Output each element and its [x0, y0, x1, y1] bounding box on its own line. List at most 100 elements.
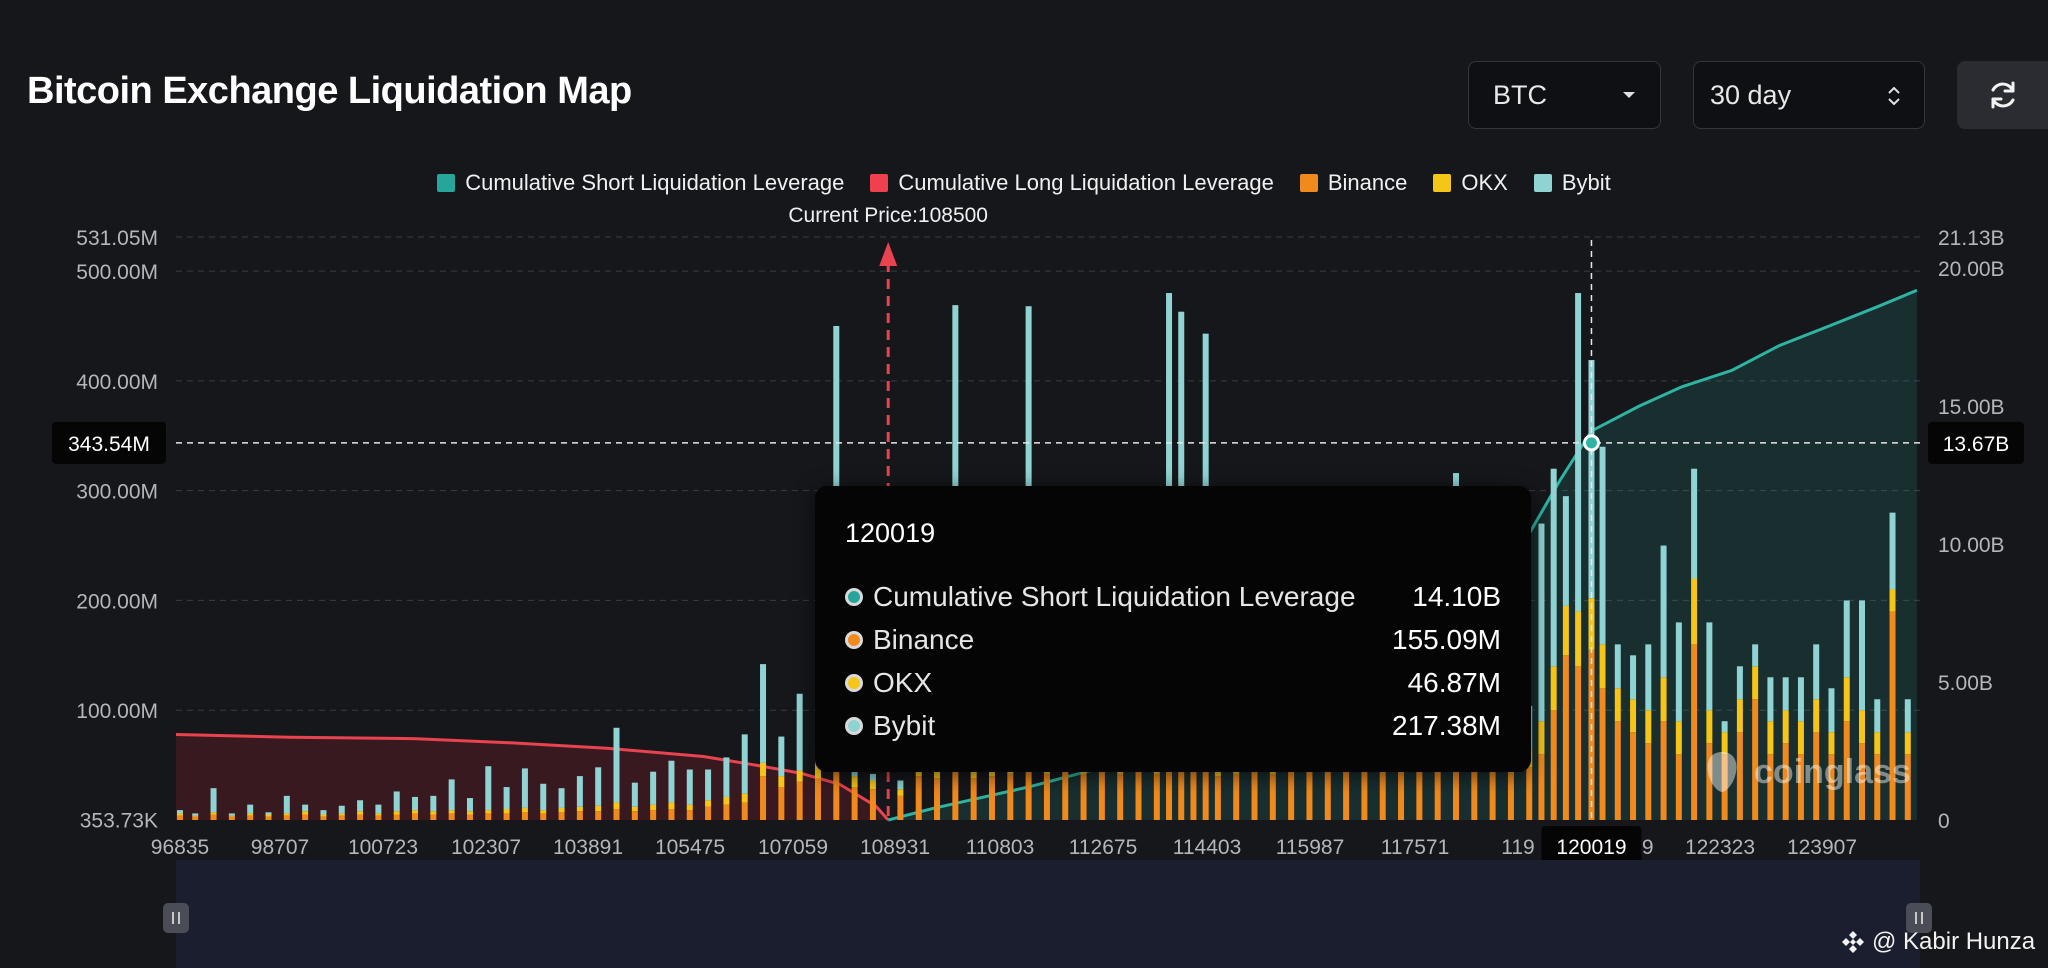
- legend-label: Binance: [1327, 170, 1408, 195]
- bar-bybit: [1645, 644, 1652, 711]
- bar-bybit: [375, 804, 382, 814]
- bar-bybit: [1813, 644, 1820, 700]
- bar-binance: [1043, 773, 1050, 820]
- legend-item-bybit[interactable]: Bybit: [1533, 170, 1611, 196]
- short-liquidation-area: [888, 290, 1917, 820]
- bar-binance: [934, 778, 941, 820]
- bar-binance: [1767, 754, 1774, 820]
- bar-okx: [814, 765, 821, 779]
- bar-binance: [915, 776, 922, 820]
- bar-okx: [176, 813, 183, 816]
- author-watermark: @ Kabir Hunza: [1840, 928, 2035, 956]
- crosshair-right-label: 13.67B: [1943, 433, 2010, 456]
- y-right-tick-label: 21.13B: [1938, 227, 2005, 250]
- bar-okx: [1782, 710, 1789, 744]
- bar-binance: [897, 795, 904, 820]
- drag-handle-icon[interactable]: [163, 903, 189, 933]
- crosshair-left-label: 343.54M: [68, 433, 150, 456]
- bar-binance: [1660, 721, 1667, 820]
- bar-bybit: [631, 782, 638, 807]
- bar-binance: [1614, 721, 1621, 820]
- bar-okx: [595, 805, 602, 812]
- bar-bybit: [650, 771, 657, 805]
- bar-okx: [869, 780, 876, 790]
- bar-binance: [851, 787, 858, 820]
- bar-binance: [1269, 773, 1276, 820]
- bar-okx: [247, 813, 254, 816]
- legend-swatch: [437, 174, 456, 192]
- bar-binance: [1324, 771, 1331, 820]
- bar-bybit: [485, 766, 492, 811]
- y-left-tick-label: 353.73K: [80, 810, 158, 833]
- bar-bybit: [897, 780, 904, 790]
- bar-bybit: [503, 787, 510, 810]
- legend-item-long[interactable]: Cumulative Long Liquidation Leverage: [870, 170, 1274, 196]
- bar-okx: [210, 812, 217, 815]
- tooltip-dot: [845, 587, 863, 606]
- bar-bybit: [393, 791, 400, 812]
- bar-okx: [1797, 721, 1804, 755]
- bar-okx: [265, 814, 272, 817]
- bar-okx: [448, 810, 455, 814]
- coinglass-icon: [1707, 752, 1737, 792]
- bar-bybit: [595, 767, 602, 806]
- coin-select[interactable]: BTC: [1468, 61, 1661, 129]
- bar-binance: [1550, 710, 1557, 820]
- bar-binance: [558, 812, 565, 820]
- bar-binance: [176, 815, 183, 820]
- bar-binance: [1434, 771, 1441, 820]
- tooltip-value: 155.09M: [1392, 623, 1501, 655]
- bar-binance: [1782, 743, 1789, 820]
- bar-okx: [1675, 721, 1682, 755]
- chart-legend: Cumulative Short Liquidation Leverage Cu…: [0, 170, 2048, 196]
- bar-bybit: [576, 776, 583, 807]
- tooltip-value: 46.87M: [1407, 666, 1501, 698]
- bar-bybit: [1767, 677, 1774, 722]
- bar-bybit: [210, 788, 217, 813]
- bar-binance: [1117, 773, 1124, 820]
- range-select[interactable]: 30 day: [1693, 61, 1925, 129]
- x-tick-label: 117571: [1381, 836, 1450, 859]
- bar-binance: [1858, 743, 1865, 820]
- bar-binance: [1645, 743, 1652, 820]
- bar-okx: [320, 814, 327, 817]
- bar-binance: [760, 776, 767, 820]
- legend-item-binance[interactable]: Binance: [1299, 170, 1408, 196]
- range-scroller[interactable]: [163, 860, 1932, 968]
- bar-binance: [576, 811, 583, 820]
- drag-handle-icon[interactable]: [1906, 903, 1932, 933]
- bar-binance: [1889, 611, 1896, 820]
- x-tick-label: 112675: [1069, 836, 1138, 859]
- bar-bybit: [466, 798, 473, 812]
- bar-bybit: [228, 813, 235, 816]
- legend-item-short[interactable]: Cumulative Short Liquidation Leverage: [437, 170, 844, 196]
- bar-bybit: [430, 795, 437, 812]
- bar-okx: [668, 802, 675, 810]
- short-liquidation-line: [887, 288, 1918, 822]
- legend-item-okx[interactable]: OKX: [1433, 170, 1508, 196]
- bar-okx: [778, 776, 785, 788]
- bar-okx: [1706, 710, 1713, 744]
- bar-okx: [1599, 644, 1606, 689]
- bar-binance: [1398, 771, 1405, 820]
- bar-binance: [595, 811, 602, 820]
- bar-bybit: [320, 810, 327, 815]
- bar-okx: [1645, 710, 1652, 744]
- tooltip-value: 217.38M: [1392, 709, 1501, 741]
- bar-okx: [1691, 578, 1698, 645]
- bar-binance: [320, 816, 327, 820]
- bar-binance: [723, 804, 730, 820]
- x-tick-label: 122323: [1685, 836, 1755, 859]
- bar-okx: [1614, 688, 1621, 722]
- tooltip-label: Bybit: [873, 709, 936, 741]
- bar-binance: [1080, 773, 1087, 820]
- legend-label: Cumulative Long Liquidation Leverage: [898, 170, 1274, 195]
- bar-okx: [1550, 666, 1557, 711]
- x-tick-label: 96835: [151, 836, 209, 859]
- bar-bybit: [1550, 468, 1557, 667]
- bar-okx: [302, 811, 309, 815]
- bar-bybit: [540, 783, 547, 811]
- refresh-button[interactable]: [1957, 61, 2048, 129]
- bar-okx: [1575, 611, 1582, 667]
